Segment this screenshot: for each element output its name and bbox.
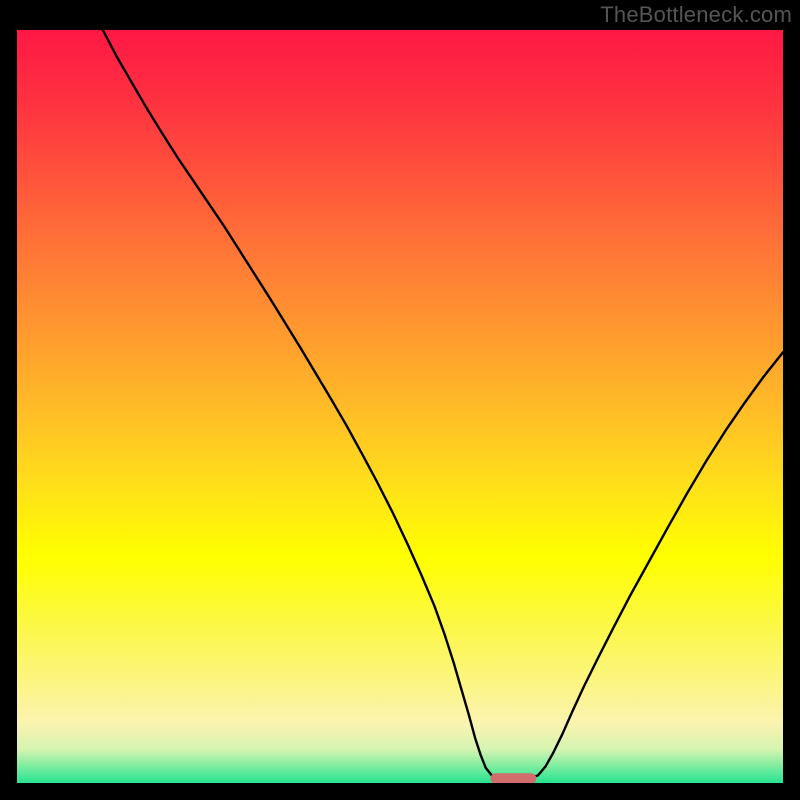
plot-area	[17, 30, 783, 783]
gradient-background	[17, 30, 783, 783]
chart-frame: TheBottleneck.com	[0, 0, 800, 800]
minimum-marker	[490, 773, 536, 783]
bottleneck-chart	[17, 30, 783, 783]
watermark-text: TheBottleneck.com	[600, 2, 792, 28]
